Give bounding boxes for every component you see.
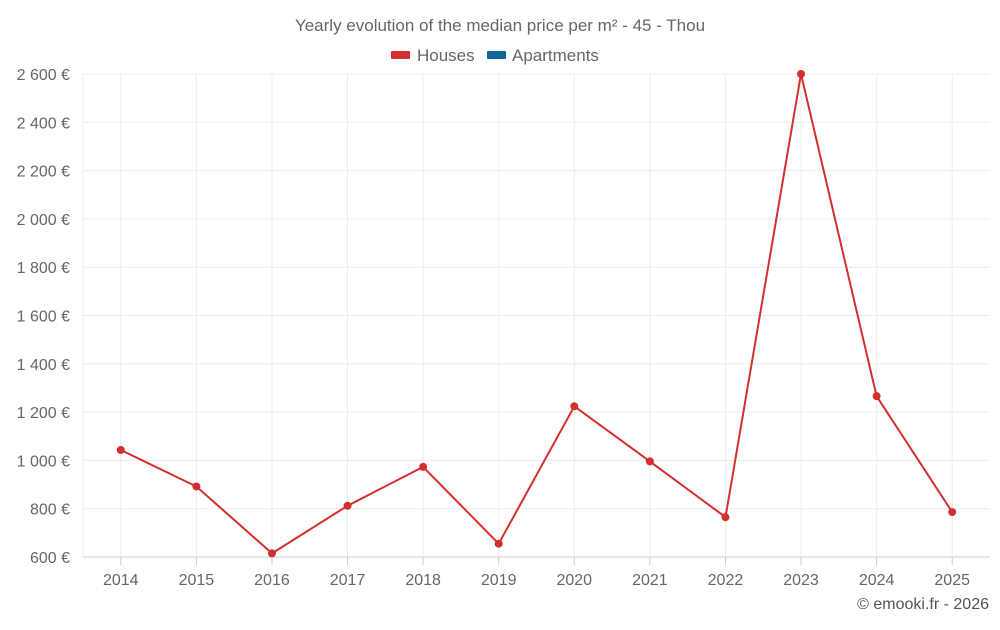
data-point[interactable] <box>872 392 881 401</box>
y-tick-label: 2 400 € <box>17 115 70 132</box>
y-tick-label: 1 400 € <box>17 357 70 374</box>
data-point[interactable] <box>645 457 654 466</box>
data-point[interactable] <box>343 501 352 510</box>
y-tick-label: 2 600 € <box>17 67 70 84</box>
x-tick-label: 2017 <box>330 572 366 589</box>
legend-item-apartments[interactable]: Apartments <box>487 46 599 65</box>
data-point[interactable] <box>419 462 428 471</box>
grid <box>83 73 990 558</box>
legend-item-houses[interactable]: Houses <box>391 46 475 65</box>
y-tick-label: 800 € <box>30 502 70 519</box>
chart-title: Yearly evolution of the median price per… <box>295 16 705 35</box>
x-tick-label: 2020 <box>556 572 592 589</box>
axes: 600 € 800 € 1 000 € 1 200 € 1 400 € 1 600 € 1 … <box>17 67 970 589</box>
data-point[interactable] <box>570 402 579 411</box>
legend-label-apartments: Apartments <box>512 46 599 65</box>
series <box>116 70 957 558</box>
x-tick-label: 2023 <box>783 572 819 589</box>
data-point[interactable] <box>494 539 503 548</box>
x-tick-label: 2025 <box>934 572 970 589</box>
y-tick-label: 2 000 € <box>17 212 70 229</box>
y-tick-label: 1 800 € <box>17 260 70 277</box>
x-tick-label: 2022 <box>708 572 744 589</box>
data-point[interactable] <box>192 482 201 491</box>
y-tick-label: 600 € <box>30 550 70 567</box>
x-tick-label: 2016 <box>254 572 290 589</box>
legend-swatch-apartments <box>487 51 506 59</box>
y-tick-label: 1 000 € <box>17 453 70 470</box>
x-tick-label: 2015 <box>179 572 215 589</box>
x-tick-label: 2014 <box>103 572 139 589</box>
x-tick-label: 2019 <box>481 572 517 589</box>
legend-swatch-houses <box>391 51 410 59</box>
x-tick-label: 2024 <box>859 572 895 589</box>
series-line-houses <box>120 73 954 555</box>
data-point[interactable] <box>721 513 730 522</box>
legend-label-houses: Houses <box>417 46 475 65</box>
y-tick-label: 1 600 € <box>17 309 70 326</box>
x-tick-label: 2021 <box>632 572 668 589</box>
y-tick-label: 2 200 € <box>17 164 70 181</box>
y-tick-label: 1 200 € <box>17 405 70 422</box>
data-point[interactable] <box>267 549 276 558</box>
legend: Houses Apartments <box>391 46 599 65</box>
data-point[interactable] <box>948 508 957 517</box>
credit-text: © emooki.fr - 2026 <box>857 596 989 613</box>
data-point[interactable] <box>797 70 806 78</box>
x-tick-label: 2018 <box>405 572 441 589</box>
data-point[interactable] <box>116 446 125 455</box>
